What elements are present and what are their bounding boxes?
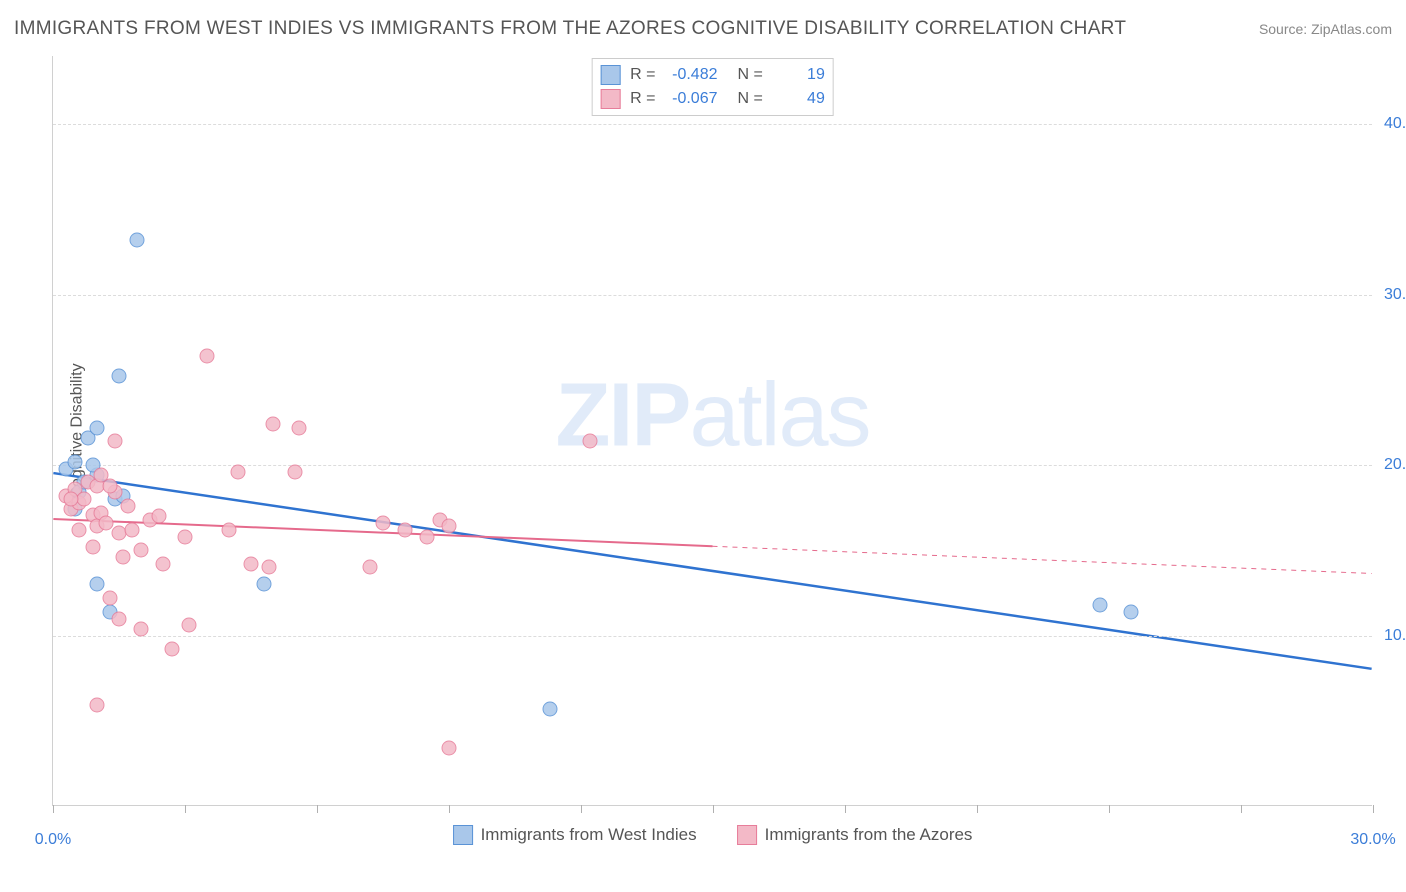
correlation-legend: R =-0.482N =19R =-0.067N =49 xyxy=(591,58,834,116)
legend-item: Immigrants from West Indies xyxy=(453,825,697,845)
scatter-point xyxy=(1124,604,1139,619)
scatter-point xyxy=(257,577,272,592)
x-tick-mark xyxy=(53,805,54,813)
scatter-point xyxy=(244,556,259,571)
scatter-point xyxy=(376,516,391,531)
gridline-horizontal xyxy=(53,124,1372,125)
scatter-point xyxy=(230,464,245,479)
scatter-point xyxy=(182,618,197,633)
scatter-point xyxy=(85,539,100,554)
scatter-point xyxy=(120,499,135,514)
scatter-point xyxy=(90,577,105,592)
scatter-point xyxy=(98,516,113,531)
trend-line-dashed xyxy=(713,546,1372,573)
x-tick-mark xyxy=(581,805,582,813)
scatter-point xyxy=(72,522,87,537)
r-value: -0.067 xyxy=(666,87,718,111)
series-legend: Immigrants from West Indies Immigrants fr… xyxy=(453,825,973,845)
scatter-point xyxy=(116,550,131,565)
scatter-point xyxy=(398,522,413,537)
scatter-point xyxy=(68,454,83,469)
scatter-point xyxy=(164,642,179,657)
x-tick-mark xyxy=(449,805,450,813)
legend-swatch xyxy=(600,65,620,85)
x-tick-mark xyxy=(713,805,714,813)
scatter-point xyxy=(151,509,166,524)
gridline-horizontal xyxy=(53,636,1372,637)
x-tick-mark xyxy=(1373,805,1374,813)
scatter-point xyxy=(543,701,558,716)
x-tick-mark xyxy=(845,805,846,813)
x-tick-mark xyxy=(185,805,186,813)
scatter-point xyxy=(107,434,122,449)
y-tick-label: 20.0% xyxy=(1374,456,1406,474)
scatter-point xyxy=(76,492,91,507)
scatter-point xyxy=(112,369,127,384)
x-tick-mark xyxy=(1109,805,1110,813)
legend-item: Immigrants from the Azores xyxy=(737,825,973,845)
scatter-point xyxy=(112,611,127,626)
legend-stat-row: R =-0.067N =49 xyxy=(600,87,825,111)
scatter-point xyxy=(178,529,193,544)
n-value: 49 xyxy=(773,87,825,111)
chart-plot-area: Cognitive Disability ZIPatlas R =-0.482N… xyxy=(52,56,1372,806)
legend-label: Immigrants from the Azores xyxy=(765,825,973,845)
scatter-point xyxy=(222,522,237,537)
x-tick-mark xyxy=(1241,805,1242,813)
scatter-point xyxy=(288,464,303,479)
scatter-point xyxy=(63,492,78,507)
scatter-point xyxy=(442,741,457,756)
scatter-point xyxy=(292,420,307,435)
source-attribution: Source: ZipAtlas.com xyxy=(1259,21,1392,37)
x-tick-label: 30.0% xyxy=(1350,831,1395,849)
scatter-point xyxy=(362,560,377,575)
x-tick-mark xyxy=(317,805,318,813)
scatter-point xyxy=(134,621,149,636)
legend-stat-row: R =-0.482N =19 xyxy=(600,63,825,87)
y-tick-label: 40.0% xyxy=(1374,115,1406,133)
n-value: 19 xyxy=(773,63,825,87)
legend-swatch xyxy=(737,825,757,845)
scatter-point xyxy=(90,698,105,713)
scatter-point xyxy=(261,560,276,575)
trend-lines xyxy=(53,56,1372,805)
scatter-point xyxy=(125,522,140,537)
scatter-point xyxy=(266,417,281,432)
gridline-horizontal xyxy=(53,295,1372,296)
scatter-point xyxy=(103,478,118,493)
scatter-point xyxy=(103,591,118,606)
scatter-point xyxy=(582,434,597,449)
scatter-point xyxy=(200,349,215,364)
gridline-horizontal xyxy=(53,465,1372,466)
chart-title: IMMIGRANTS FROM WEST INDIES VS IMMIGRANT… xyxy=(14,18,1126,40)
scatter-point xyxy=(129,233,144,248)
source-link[interactable]: ZipAtlas.com xyxy=(1311,21,1392,37)
y-tick-label: 10.0% xyxy=(1374,627,1406,645)
scatter-point xyxy=(420,529,435,544)
legend-label: Immigrants from West Indies xyxy=(481,825,697,845)
scatter-point xyxy=(90,420,105,435)
watermark: ZIPatlas xyxy=(555,364,869,467)
legend-swatch xyxy=(453,825,473,845)
y-tick-label: 30.0% xyxy=(1374,286,1406,304)
scatter-point xyxy=(156,556,171,571)
legend-swatch xyxy=(600,89,620,109)
r-value: -0.482 xyxy=(666,63,718,87)
x-tick-mark xyxy=(977,805,978,813)
scatter-point xyxy=(442,519,457,534)
scatter-point xyxy=(1093,597,1108,612)
scatter-point xyxy=(134,543,149,558)
x-tick-label: 0.0% xyxy=(35,831,71,849)
